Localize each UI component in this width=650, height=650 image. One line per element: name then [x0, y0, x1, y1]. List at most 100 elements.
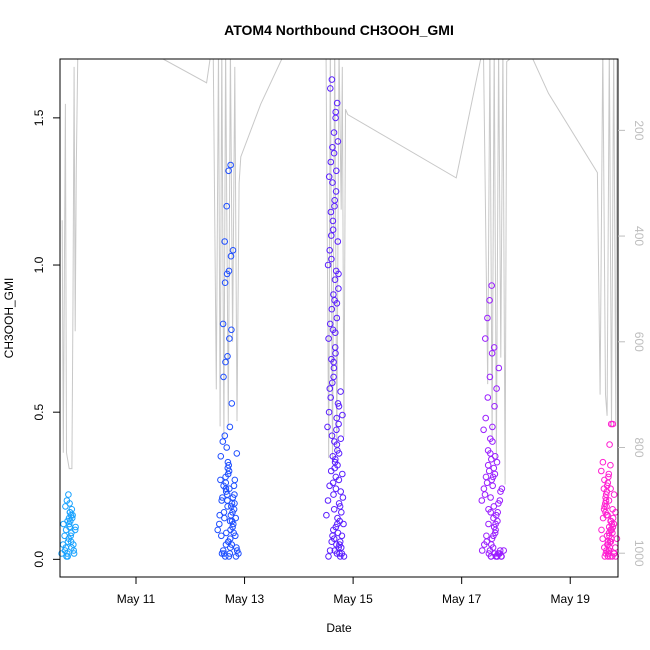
data-point [329, 179, 336, 186]
data-point [326, 320, 334, 328]
data-point [483, 479, 491, 487]
data-point [485, 520, 492, 528]
data-point [332, 108, 340, 116]
data-point [325, 173, 333, 180]
data-point [335, 544, 342, 551]
data-point [223, 202, 230, 210]
data-point [331, 276, 339, 284]
data-point [325, 335, 332, 342]
data-point [64, 538, 72, 546]
data-point [483, 538, 491, 546]
data-point [485, 467, 493, 475]
data-point [335, 270, 342, 278]
data-point [228, 326, 235, 334]
data-point [486, 297, 493, 304]
data-point [64, 550, 71, 557]
data-point [225, 167, 232, 175]
data-point [217, 453, 225, 460]
data-point [338, 532, 346, 540]
data-point [227, 252, 235, 260]
data-point [484, 314, 491, 322]
data-point [332, 473, 340, 481]
chart-title: ATOM4 Northbound CH3OOH_GMI [224, 22, 454, 38]
data-point [486, 373, 494, 381]
data-point [478, 497, 486, 504]
x-tick-label: May 19 [551, 592, 591, 606]
data-point [224, 464, 232, 472]
data-point [231, 491, 238, 498]
data-point [328, 305, 336, 313]
data-point [72, 523, 79, 531]
data-point [225, 267, 233, 275]
data-point [490, 532, 497, 540]
data-point [330, 129, 338, 136]
data-point [68, 514, 76, 522]
data-point [326, 385, 334, 392]
data-point [65, 491, 72, 498]
data-point [219, 320, 227, 328]
data-point [606, 441, 613, 448]
data-point [330, 373, 337, 381]
data-point [603, 532, 611, 540]
data-point [604, 553, 612, 560]
data-point [228, 400, 236, 407]
data-point [221, 238, 228, 245]
data-point [613, 535, 621, 543]
data-point [232, 553, 240, 560]
data-point [490, 523, 498, 531]
y-axis-right: 200 400 600 800 1000 [618, 120, 646, 567]
data-point [491, 453, 499, 460]
x-tick-label: May 17 [442, 592, 482, 606]
data-point [605, 497, 613, 504]
data-point [335, 420, 342, 428]
data-point [333, 300, 341, 307]
data-point [329, 144, 336, 151]
data-point [327, 158, 335, 166]
data-point [498, 485, 506, 493]
data-point [331, 197, 339, 204]
data-point [327, 208, 335, 216]
data-point [488, 541, 495, 548]
data-point [62, 503, 69, 510]
data-point [332, 485, 340, 493]
data-point [216, 520, 223, 528]
data-point [328, 255, 335, 263]
data-point [598, 526, 605, 534]
y-axis-left: 0.0 0.5 1.0 1.5 [32, 109, 60, 568]
data-point [335, 500, 343, 507]
data-point [333, 314, 341, 322]
data-point [330, 491, 337, 498]
data-point [339, 470, 346, 478]
data-point [326, 247, 334, 254]
data-point [339, 494, 347, 501]
data-point [496, 497, 504, 504]
data-point [214, 526, 221, 534]
data-point [480, 426, 487, 434]
data-point [603, 511, 610, 519]
data-point [337, 488, 345, 495]
data-point [333, 167, 340, 175]
y-tick-label: 0.5 [32, 404, 46, 421]
data-point [233, 547, 241, 554]
data-point [330, 149, 338, 157]
data-point [607, 461, 614, 469]
data-point [609, 420, 617, 428]
data-point [68, 544, 75, 551]
data-point [219, 547, 227, 554]
data-point [330, 358, 337, 366]
data-point [610, 491, 618, 498]
data-point [225, 461, 232, 469]
data-point [226, 517, 234, 525]
data-point [223, 529, 230, 537]
data-point [334, 238, 342, 245]
data-point [233, 544, 240, 551]
data-point [329, 379, 336, 387]
data-point [486, 547, 494, 554]
data-point [324, 497, 332, 504]
data-point [340, 553, 348, 560]
data-point [220, 509, 228, 516]
data-point [598, 467, 605, 475]
data-point [232, 514, 239, 522]
